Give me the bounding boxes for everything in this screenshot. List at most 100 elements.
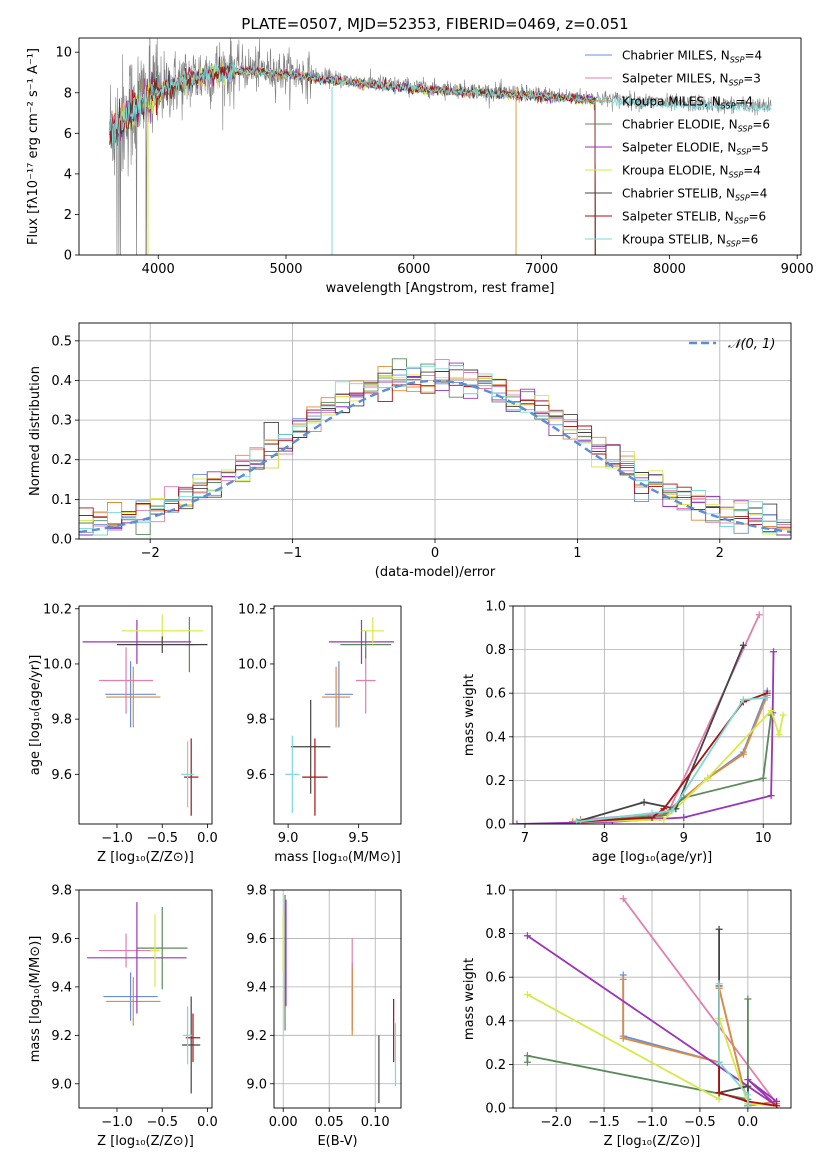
x-tick-label: 7 (521, 831, 529, 846)
y-tick-label: 0.4 (485, 1014, 506, 1029)
legend-n-value: =6 (741, 233, 759, 247)
grid (274, 889, 401, 1108)
legend-n-value: =5 (751, 141, 769, 155)
legend-entry: Salpeter ELODIE, NSSP=5 (622, 141, 769, 157)
weight-series-line (572, 695, 769, 823)
y-tick-label: 0.8 (485, 927, 506, 942)
weight-point-marker (767, 707, 775, 715)
y-axis-label: Flux [fλ10⁻¹⁷ erg cm⁻² s⁻¹ A⁻¹] (26, 48, 41, 245)
legend-n-value: =3 (743, 72, 761, 86)
weight-point-marker (744, 1076, 752, 1084)
y-tick-label: 0.3 (51, 414, 72, 429)
legend-entry: Kroupa STELIB, NSSP=6 (622, 233, 758, 249)
legend-n-value: =4 (743, 164, 761, 178)
panel-residuals: −2 −1 0 1 2 0.0 0.1 0.2 0.3 0.4 0.5 (data-model)/er… (28, 322, 792, 580)
legend-n-sub: SSP (734, 217, 749, 226)
axes-frame (512, 605, 792, 825)
x-tick-label: 0.00 (269, 1115, 298, 1130)
legend-n-prefix: , N (709, 233, 726, 247)
weight-point-marker (680, 813, 688, 821)
weight-point-marker (523, 932, 531, 940)
y-tick-label: 0.0 (485, 818, 506, 833)
legend-entry: Chabrier ELODIE, NSSP=6 (622, 118, 770, 134)
y-tick-label: 0.4 (51, 374, 72, 389)
legend-n-sub: SSP (736, 148, 751, 157)
legend-entry: Chabrier STELIB, NSSP=4 (622, 187, 767, 203)
y-tick-label: 0.2 (51, 453, 72, 468)
legend-n-value: =4 (750, 187, 768, 201)
weight-point-marker (513, 820, 521, 824)
y-axis-label: mass weight (462, 674, 477, 756)
legend-n-value: =6 (748, 210, 766, 224)
panel-weight-vs-age: 7 8 9 10 0.0 0.2 0.4 0.6 0.8 1.0 age [log₁₀(age/yr… (462, 600, 792, 865)
y-axis-label: age [log₁₀(age/yr)] (28, 655, 43, 776)
x-tick-label: −1.0 (101, 1115, 133, 1130)
legend-n-sub: SSP (729, 171, 744, 180)
x-tick-label: 0 (431, 546, 439, 561)
weight-point-marker (744, 995, 752, 1003)
legend-model-name: Chabrier ELODIE (622, 118, 721, 132)
x-axis-label: wavelength [Angstrom, rest frame] (326, 281, 555, 296)
y-tick-label: 0.2 (485, 774, 506, 789)
y-tick-label: 9.6 (51, 768, 72, 783)
x-tick-label: 0.0 (738, 1115, 759, 1130)
y-tick-label: 1.0 (485, 600, 506, 615)
grid (79, 323, 791, 540)
weight-point-marker (744, 1082, 752, 1090)
legend-model-name: Salpeter ELODIE (622, 141, 720, 155)
weight-point-marker (619, 975, 627, 983)
y-axis-label: mass [log₁₀(M/M⊙)] (28, 936, 43, 1063)
x-tick-label: −2 (141, 546, 160, 561)
panel-age-vs-z: −1.0 −0.5 0.0 9.6 9.8 10.0 10.2 Z [log₁₀(Z/Z⊙)]… (28, 602, 218, 865)
y-tick-label: 0 (64, 249, 72, 264)
x-tick-label: 4000 (142, 262, 175, 277)
y-tick-label: 9.6 (246, 768, 267, 783)
weight-series-line (526, 935, 778, 1107)
x-tick-label: 9.5 (348, 831, 369, 846)
y-axis-label: mass weight (462, 958, 477, 1040)
x-axis-label: Z [log₁₀(Z/Z⊙)] (97, 850, 194, 865)
legend-n-prefix: , N (717, 210, 734, 224)
plot-area (282, 894, 397, 1104)
legend-n-prefix: , N (718, 187, 735, 201)
weight-point-marker (767, 792, 775, 800)
weight-series-line (572, 690, 769, 823)
legend-n-value: =6 (752, 118, 770, 132)
legend-model-name: Kroupa STELIB (622, 233, 709, 247)
x-tick-label: 5000 (269, 262, 302, 277)
legend-n-prefix: , N (712, 164, 729, 178)
x-tick-label: 8 (600, 831, 608, 846)
y-tick-label: 0.2 (485, 1058, 506, 1073)
axes-frame (78, 37, 802, 256)
weight-point-marker (660, 816, 668, 824)
weight-point-marker (619, 895, 627, 903)
axes-frame (78, 322, 792, 540)
weight-point-marker (739, 696, 747, 704)
plot-area (523, 895, 781, 1108)
weight-point-marker (619, 1034, 627, 1042)
weight-point-marker (715, 925, 723, 933)
y-tick-label: 10.0 (43, 657, 72, 672)
legend-n-value: =4 (744, 49, 762, 63)
weight-point-marker (755, 611, 763, 619)
plot-area (109, 38, 772, 255)
y-tick-label: 9.8 (246, 713, 267, 728)
y-tick-label: 10.2 (43, 602, 72, 617)
x-axis-label: age [log₁₀(age/yr)] (592, 850, 713, 865)
legend-model-name: Salpeter MILES (622, 72, 712, 86)
x-tick-label: 8000 (653, 262, 686, 277)
weight-point-marker (640, 798, 648, 806)
x-tick-label: −1.5 (588, 1115, 620, 1130)
weight-point-marker (763, 694, 771, 702)
x-tick-label: −1 (283, 546, 302, 561)
plot-area (79, 358, 791, 536)
weight-point-marker (648, 809, 656, 817)
y-tick-label: 2 (64, 208, 72, 223)
x-tick-label: 9000 (781, 262, 814, 277)
legend-model-name: Salpeter STELIB (622, 210, 717, 224)
x-tick-label: 2 (716, 546, 724, 561)
weight-point-marker (573, 818, 581, 824)
x-axis-label: E(B-V) (317, 1134, 357, 1149)
y-tick-label: 0.6 (485, 971, 506, 986)
